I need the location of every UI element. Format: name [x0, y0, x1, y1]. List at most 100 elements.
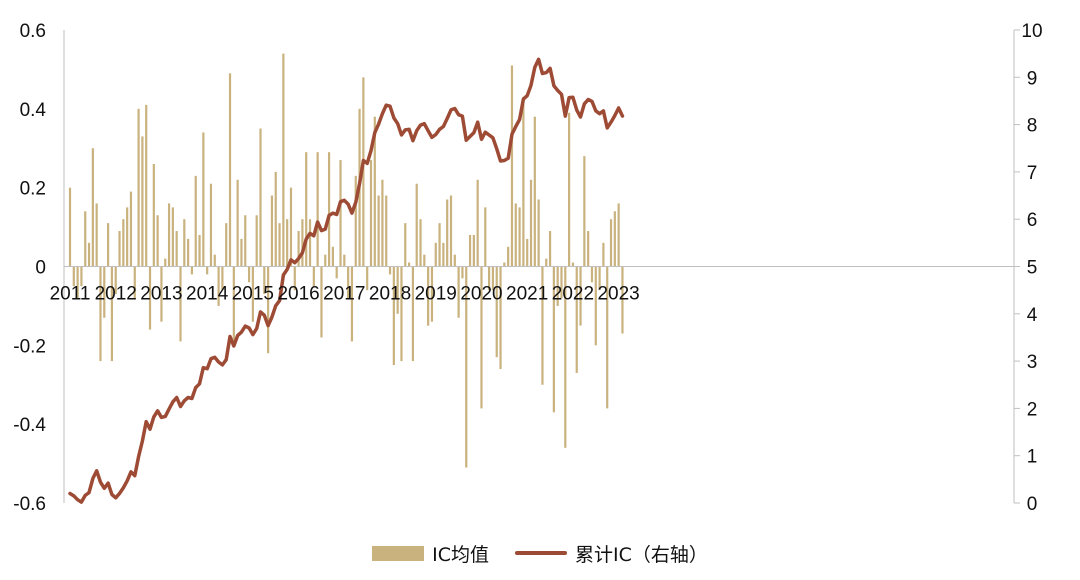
x-axis-tick-label: 2022 [552, 284, 594, 305]
right-axis-tick-label: 4 [1027, 305, 1038, 326]
x-axis-tick-label: 2011 [50, 284, 91, 305]
ic-bar [388, 266, 392, 275]
ic-bar [263, 266, 266, 295]
ic-bar [232, 266, 235, 346]
right-axis-tick-label: 10 [1021, 21, 1042, 42]
x-axis-labels: 2011 2012 2013 2014 2015 2016 2017 2018 2019 2020… [50, 284, 640, 305]
ic-bar [533, 116, 536, 267]
right-axis-tick-label: 0 [1027, 494, 1038, 515]
ic-bar [68, 187, 72, 267]
ic-bar [396, 266, 399, 314]
ic-bar [495, 266, 498, 358]
left-axis-tick-label: -0.6 [13, 494, 46, 515]
x-axis-tick-label: 2018 [369, 284, 411, 305]
ic-bar [347, 266, 350, 299]
x-axis-tick-label: 2019 [415, 284, 457, 305]
ic-bar [514, 203, 517, 267]
ic-bar [179, 266, 182, 342]
ic-bar [442, 242, 445, 267]
ic-bar [129, 191, 133, 267]
ic-bar [251, 266, 254, 322]
ic-bar [499, 266, 502, 369]
ic-bar [282, 53, 285, 267]
ic-bar [327, 152, 331, 267]
ic-bar [453, 254, 456, 267]
ic-bar [167, 203, 171, 267]
ic-bar [602, 242, 605, 267]
ic-bar [339, 160, 342, 267]
ic-bar [373, 116, 376, 267]
right-axis-tick-label: 5 [1027, 258, 1038, 279]
ic-bar [568, 112, 571, 267]
ic-bar [468, 234, 472, 267]
right-axis-tick-label: 9 [1027, 68, 1038, 89]
legend-line-swatch [515, 551, 567, 555]
ic-bar [381, 179, 384, 267]
x-axis-tick-label: 2020 [460, 284, 502, 305]
left-axis-tick-label: 0 [35, 258, 46, 279]
ic-bar [526, 238, 529, 267]
ic-bar [289, 187, 293, 267]
ic-bar [312, 266, 315, 287]
ic-bar [503, 262, 506, 267]
ic-bar [449, 195, 453, 267]
right-axis-tick-label: 1 [1027, 447, 1038, 468]
ic-bar [480, 266, 483, 409]
ic-bar [209, 183, 213, 267]
ic-bar [164, 258, 167, 267]
ic-bar [267, 266, 270, 354]
ic-bar [552, 266, 555, 413]
ic-bar [198, 234, 201, 267]
ic-bar [613, 211, 616, 267]
ic-bar [320, 266, 323, 338]
ic-bar [518, 207, 521, 267]
ic-bar [564, 266, 567, 448]
ic-bar [579, 266, 582, 326]
ic-bar [545, 258, 548, 267]
ic-bar [308, 219, 312, 267]
ic-bar [472, 234, 475, 267]
ic-bar [621, 266, 624, 334]
left-axis-tick-label: 0.2 [20, 179, 46, 200]
ic-bar [202, 132, 205, 267]
ic-bar [392, 266, 395, 366]
legend-item-cumulative-ic: 累计IC（右轴） [515, 540, 708, 567]
ic-bar [491, 266, 495, 291]
ic-bar [137, 108, 140, 267]
legend: IC均值 累计IC（右轴） [0, 536, 1080, 570]
ic-bar [107, 223, 110, 267]
ic-bar [507, 246, 510, 267]
ic-bar [187, 238, 190, 267]
ic-bar [91, 148, 94, 267]
ic-bar [316, 152, 319, 267]
ic-bar [457, 266, 460, 318]
ic-bar [434, 242, 437, 267]
ic-bar [419, 219, 422, 267]
left-axis-tick-label: -0.4 [13, 415, 46, 436]
ic-bar [594, 266, 597, 346]
ic-bar [240, 238, 243, 267]
left-axis-labels: 0.6 0.4 0.2 0 -0.2 -0.4 -0.6 [13, 21, 46, 515]
x-axis-tick-label: 2016 [277, 284, 319, 305]
ic-bar [369, 160, 373, 267]
ic-bar [362, 77, 365, 267]
ic-bar [175, 231, 178, 267]
x-axis-tick-label: 2014 [186, 284, 229, 305]
ic-bar [415, 183, 418, 267]
ic-bar [484, 207, 487, 267]
ic-bar [560, 266, 563, 299]
ic-bar [87, 242, 91, 267]
ic-bar [206, 266, 209, 275]
ic-bar [236, 179, 239, 267]
ic-mean-bars [68, 53, 624, 468]
ic-bar [244, 215, 247, 267]
ic-bar [598, 266, 601, 291]
legend-ic-mean-label: IC均值 [432, 543, 489, 566]
x-axis-tick-label: 2023 [597, 284, 639, 305]
ic-bar [510, 65, 514, 267]
legend-cumulative-ic-label: 累计IC（右轴） [575, 543, 708, 566]
ic-bar [556, 266, 559, 306]
ic-bar [274, 171, 277, 267]
ic-bar [118, 231, 121, 267]
ic-bar [385, 195, 388, 267]
